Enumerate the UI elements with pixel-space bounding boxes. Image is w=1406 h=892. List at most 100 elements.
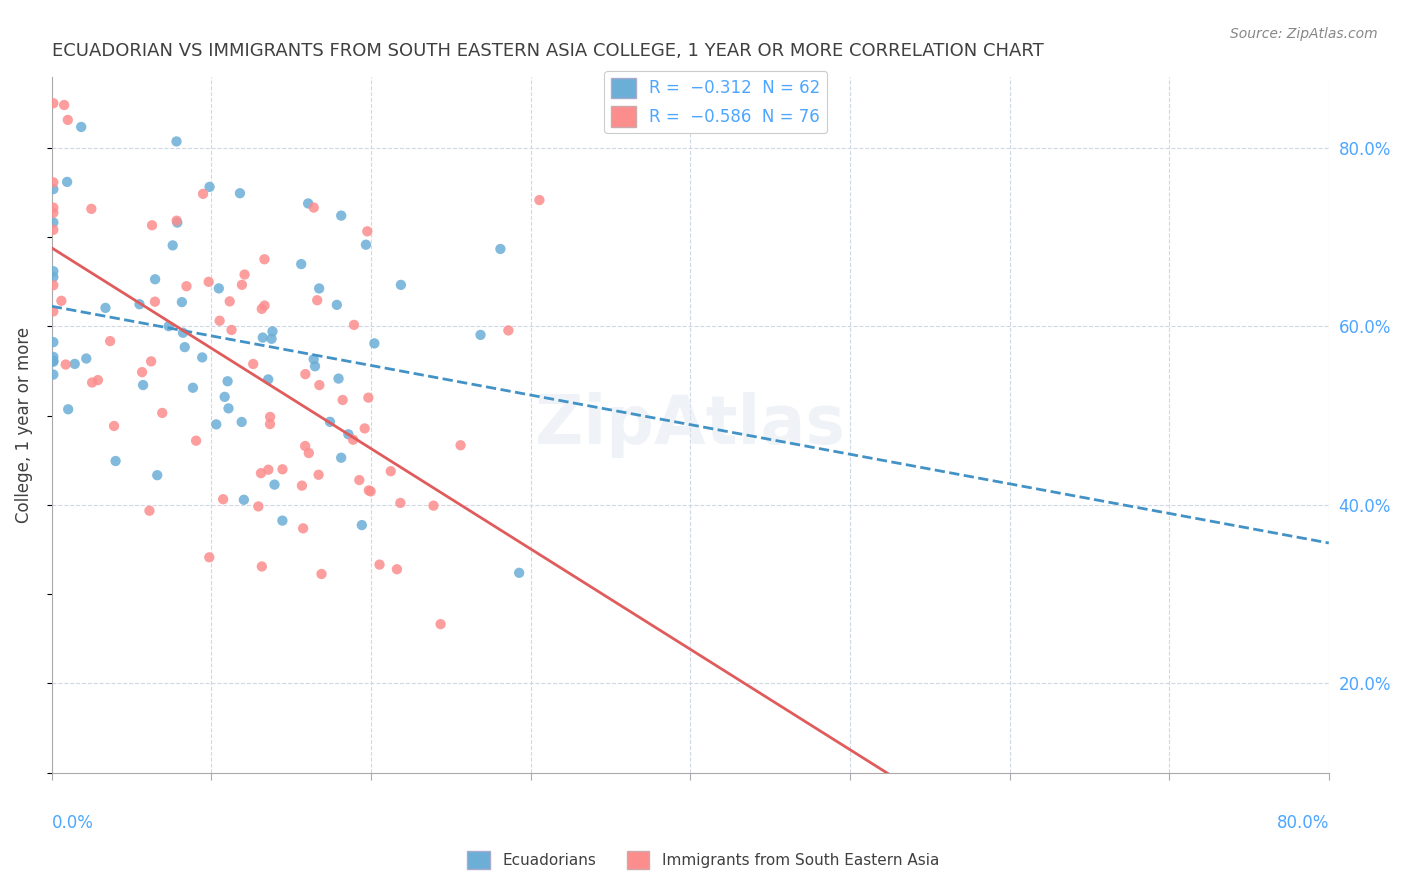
Point [422, 499, 444, 513]
Point [330, 209, 353, 223]
Point [389, 496, 412, 510]
Point [308, 378, 330, 392]
Point [470, 327, 492, 342]
Point [252, 330, 274, 344]
Point [214, 390, 236, 404]
Point [242, 357, 264, 371]
Point [332, 392, 354, 407]
Point [42, 175, 65, 189]
Point [250, 466, 273, 480]
Y-axis label: College, 1 year or more: College, 1 year or more [15, 326, 32, 523]
Point [260, 332, 283, 346]
Point [75, 351, 97, 366]
Point [198, 180, 221, 194]
Point [257, 463, 280, 477]
Point [53, 98, 76, 112]
Point [250, 301, 273, 316]
Point [42, 350, 65, 364]
Point [80, 202, 103, 216]
Point [247, 500, 270, 514]
Point [42, 304, 65, 318]
Point [307, 293, 329, 308]
Point [87, 373, 110, 387]
Point [42, 201, 65, 215]
Point [42, 354, 65, 368]
Point [231, 277, 253, 292]
Point [498, 323, 520, 337]
Point [436, 806, 458, 821]
Point [82, 51, 104, 65]
Point [42, 206, 65, 220]
Point [380, 464, 402, 478]
Point [128, 297, 150, 311]
Point [232, 492, 254, 507]
Point [221, 323, 243, 337]
Point [42, 368, 65, 382]
Point [429, 617, 451, 632]
Point [217, 374, 239, 388]
Point [143, 272, 166, 286]
Point [184, 434, 207, 448]
Point [291, 478, 314, 492]
Point [353, 421, 375, 435]
Text: 0.0%: 0.0% [52, 814, 94, 832]
Point [262, 325, 284, 339]
Point [356, 224, 378, 238]
Point [290, 257, 312, 271]
Point [42, 182, 65, 196]
Text: Source: ZipAtlas.com: Source: ZipAtlas.com [1230, 27, 1378, 41]
Point [197, 275, 219, 289]
Text: ZipAtlas: ZipAtlas [536, 392, 845, 458]
Point [181, 381, 204, 395]
Point [363, 336, 385, 351]
Point [271, 462, 294, 476]
Point [233, 268, 256, 282]
Point [98, 334, 121, 348]
Point [42, 264, 65, 278]
Point [297, 196, 319, 211]
Point [389, 277, 412, 292]
Point [208, 314, 231, 328]
Point [146, 468, 169, 483]
Point [328, 371, 350, 385]
Point [63, 357, 86, 371]
Point [229, 186, 252, 201]
Point [218, 294, 240, 309]
Point [342, 433, 364, 447]
Point [138, 504, 160, 518]
Point [42, 223, 65, 237]
Point [368, 558, 391, 572]
Text: ECUADORIAN VS IMMIGRANTS FROM SOUTH EASTERN ASIA COLLEGE, 1 YEAR OR MORE CORRELA: ECUADORIAN VS IMMIGRANTS FROM SOUTH EAST… [52, 42, 1043, 60]
Point [173, 340, 195, 354]
Point [42, 57, 65, 71]
Point [162, 238, 184, 252]
Point [141, 219, 163, 233]
Point [42, 270, 65, 285]
Point [349, 473, 371, 487]
Point [337, 427, 360, 442]
Point [257, 372, 280, 386]
Point [42, 353, 65, 368]
Point [218, 401, 240, 416]
Point [271, 514, 294, 528]
Point [311, 567, 333, 582]
Point [489, 242, 512, 256]
Point [150, 406, 173, 420]
Point [208, 281, 231, 295]
Point [56, 402, 79, 417]
Point [231, 415, 253, 429]
Point [55, 358, 77, 372]
Point [350, 518, 373, 533]
Point [176, 279, 198, 293]
Point [166, 135, 188, 149]
Point [319, 415, 342, 429]
Point [357, 483, 380, 498]
Legend: R =  −0.312  N = 62, R =  −0.586  N = 76: R = −0.312 N = 62, R = −0.586 N = 76 [605, 71, 827, 133]
Point [170, 295, 193, 310]
Point [103, 419, 125, 434]
Point [42, 215, 65, 229]
Point [294, 367, 316, 381]
Point [132, 378, 155, 392]
Point [157, 319, 180, 334]
Point [205, 417, 228, 432]
